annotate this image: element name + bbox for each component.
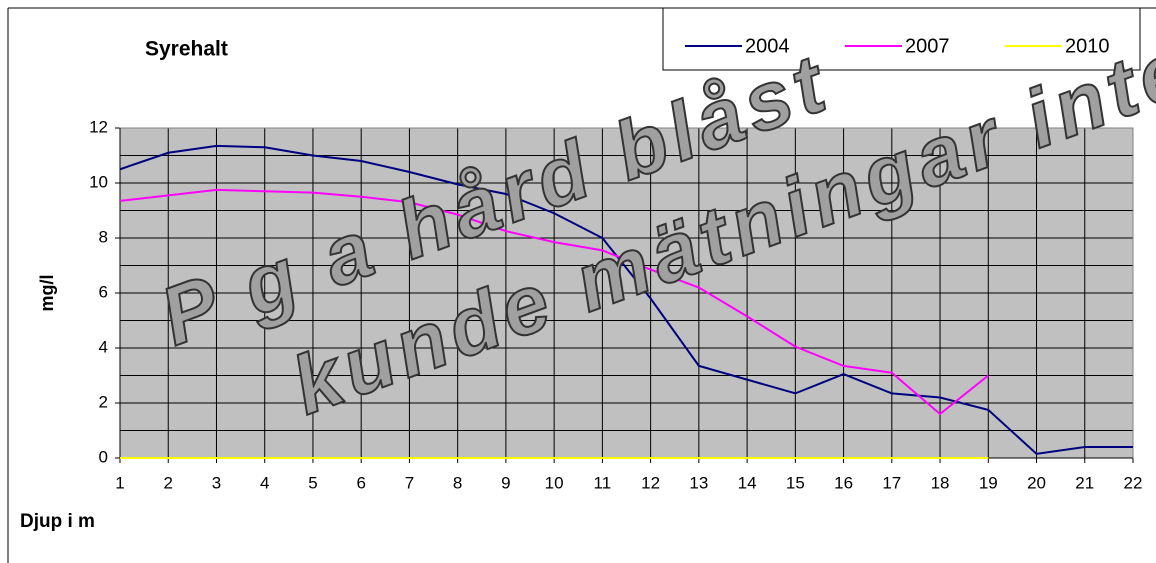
x-tick-label: 17 <box>882 473 901 492</box>
x-tick-label: 10 <box>545 473 564 492</box>
y-axis-label: mg/l <box>37 274 57 311</box>
x-tick-label: 20 <box>1027 473 1046 492</box>
x-tick-label: 15 <box>786 473 805 492</box>
y-tick-label: 4 <box>99 337 108 356</box>
x-tick-label: 6 <box>356 473 365 492</box>
x-tick-label: 22 <box>1124 473 1143 492</box>
legend-box <box>662 7 1141 71</box>
x-tick-label: 11 <box>594 473 612 492</box>
legend: 2004 2007 2010 <box>662 7 1141 71</box>
legend-label: 2004 <box>745 35 790 57</box>
x-tick-label: 4 <box>260 473 269 492</box>
series-line <box>119 188 989 416</box>
x-tick-label: 5 <box>308 473 317 492</box>
x-tick-label: 14 <box>738 473 757 492</box>
x-tick-label: 3 <box>212 473 221 492</box>
y-tick-label: 10 <box>89 172 108 191</box>
x-tick-label: 16 <box>834 473 853 492</box>
x-tick-label: 13 <box>689 473 708 492</box>
legend-label: 2010 <box>1065 35 1110 57</box>
x-axis-label: Djup i m <box>20 511 95 532</box>
x-tick-label: 1 <box>115 473 124 492</box>
y-tick-label: 0 <box>99 447 108 466</box>
x-tick-label: 12 <box>641 473 660 492</box>
chart-title: Syrehalt <box>145 38 228 61</box>
legend-label: 2007 <box>905 35 950 57</box>
plot-area <box>115 127 1134 463</box>
y-tick-label: 8 <box>99 227 108 246</box>
x-tick-label: 18 <box>931 473 950 492</box>
y-tick-label: 6 <box>99 282 108 301</box>
x-tick-label: 7 <box>405 473 414 492</box>
x-tick-label: 9 <box>501 473 510 492</box>
x-tick-label: 8 <box>453 473 462 492</box>
x-tick-label: 21 <box>1075 473 1094 492</box>
y-tick-label: 2 <box>99 392 108 411</box>
x-tick-label: 2 <box>164 473 173 492</box>
series-line <box>119 144 1133 455</box>
y-tick-label: 12 <box>89 117 108 136</box>
x-tick-label: 19 <box>979 473 998 492</box>
